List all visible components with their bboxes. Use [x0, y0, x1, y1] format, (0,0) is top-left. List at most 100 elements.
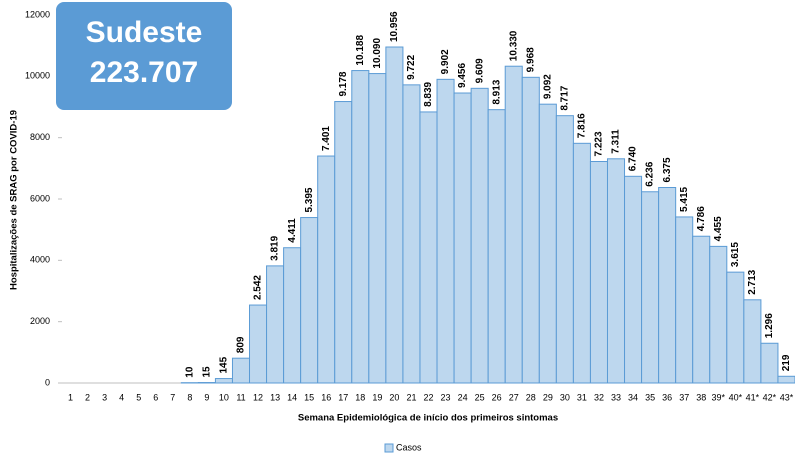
bar: [385, 46, 404, 384]
value-label: 4.411: [287, 218, 298, 243]
x-tick-label: 36: [662, 392, 672, 402]
value-label: 5.395: [304, 187, 315, 212]
value-label: 10.956: [389, 11, 400, 42]
value-label: 219: [781, 354, 792, 371]
x-tick-label: 13: [270, 392, 280, 402]
x-tick-label: 6: [153, 392, 158, 402]
bar: [641, 191, 660, 384]
bar: [351, 70, 370, 384]
bar: [760, 342, 779, 384]
value-label: 7.311: [611, 129, 622, 154]
value-label: 1.296: [764, 313, 775, 338]
y-tick-label: 2000: [30, 316, 50, 326]
value-label: 4.455: [713, 216, 724, 241]
bar: [300, 217, 319, 384]
value-label: 6.236: [645, 161, 656, 186]
x-tick-label: 7: [170, 392, 175, 402]
x-tick-label: 27: [509, 392, 519, 402]
bar: [743, 299, 762, 384]
value-label: 5.415: [679, 186, 690, 211]
x-tick-label: 2: [85, 392, 90, 402]
y-tick-label: 0: [45, 377, 50, 387]
x-tick-label: 34: [628, 392, 638, 402]
bar: [589, 160, 608, 384]
bar: [692, 235, 711, 384]
x-tick-label: 23: [441, 392, 451, 402]
value-label: 10.188: [355, 35, 366, 66]
bar: [538, 103, 557, 384]
x-tick-label: 19: [372, 392, 382, 402]
bar: [624, 175, 643, 384]
value-label: 15: [202, 366, 213, 378]
value-label: 9.456: [457, 63, 468, 88]
value-label: 10: [184, 366, 195, 378]
bar: [487, 109, 506, 384]
x-tick-label: 22: [423, 392, 433, 402]
x-tick-label: 38: [696, 392, 706, 402]
x-tick-label: 9: [204, 392, 209, 402]
x-tick-label: 24: [458, 392, 468, 402]
x-tick-label: 32: [594, 392, 604, 402]
x-tick-label: 33: [611, 392, 621, 402]
y-tick-label: 10000: [25, 71, 50, 81]
x-tick-label: 12: [253, 392, 263, 402]
x-tick-label: 40*: [729, 392, 743, 402]
value-label: 4.786: [696, 206, 707, 231]
value-label: 3.819: [270, 235, 281, 260]
bar: [555, 115, 574, 384]
bar: [453, 92, 472, 384]
x-tick-label: 42*: [763, 392, 777, 402]
x-tick-label: 15: [304, 392, 314, 402]
bar: [368, 73, 387, 384]
value-label: 2.713: [747, 269, 758, 294]
x-tick-label: 37: [679, 392, 689, 402]
legend-swatch: [384, 443, 394, 453]
value-label: 10.330: [508, 30, 519, 61]
x-tick-label: 5: [136, 392, 141, 402]
x-tick-label: 17: [338, 392, 348, 402]
annotation-box: [56, 2, 232, 110]
x-tick-label: 35: [645, 392, 655, 402]
value-label: 6.375: [662, 157, 673, 182]
value-label: 9.722: [406, 54, 417, 79]
value-label: 9.968: [525, 47, 536, 72]
value-label: 8.913: [491, 79, 502, 104]
value-label: 3.615: [730, 242, 741, 267]
y-tick-label: 4000: [30, 255, 50, 265]
bar: [675, 216, 694, 384]
bar: [214, 378, 233, 384]
value-label: 9.092: [542, 74, 553, 99]
bar: [658, 187, 677, 384]
bar: [283, 247, 302, 384]
x-tick-label: 43*: [780, 392, 794, 402]
value-label: 9.609: [474, 58, 485, 83]
bar: [709, 245, 728, 384]
x-tick-label: 31: [577, 392, 587, 402]
x-tick-label: 41*: [746, 392, 760, 402]
value-label: 9.178: [338, 71, 349, 96]
bar: [249, 304, 268, 384]
value-label: 8.717: [560, 85, 571, 110]
x-tick-label: 26: [492, 392, 502, 402]
x-tick-label: 10: [219, 392, 229, 402]
bar: [777, 375, 795, 384]
x-tick-label: 20: [389, 392, 399, 402]
x-tick-label: 4: [119, 392, 124, 402]
x-tick-label: 8: [187, 392, 192, 402]
x-tick-label: 21: [406, 392, 416, 402]
y-tick-label: 6000: [30, 193, 50, 203]
annotation-title: Sudeste: [86, 16, 203, 49]
bar: [521, 76, 540, 384]
value-label: 9.902: [440, 49, 451, 74]
bar: [606, 158, 626, 384]
x-tick-label: 39*: [712, 392, 726, 402]
value-label: 7.223: [594, 131, 605, 156]
x-tick-label: 1: [68, 392, 73, 402]
value-label: 2.542: [253, 275, 264, 300]
bar: [504, 65, 523, 384]
x-tick-label: 3: [102, 392, 107, 402]
annotation-value: 223.707: [90, 56, 198, 89]
x-axis-label: Semana Epidemiológica de início dos prim…: [298, 413, 558, 424]
